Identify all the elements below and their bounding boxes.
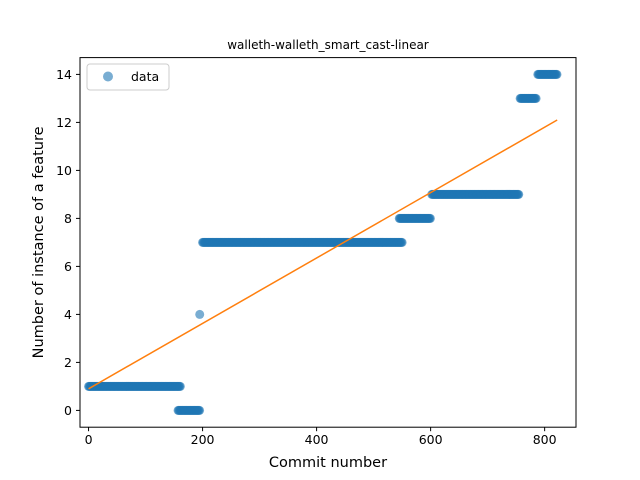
x-tick-label: 0 [85, 432, 93, 447]
chart-title: walleth-walleth_smart_cast-linear [227, 38, 429, 52]
data-point [531, 93, 541, 103]
data-point [552, 69, 562, 79]
plot-frame [79, 57, 577, 428]
legend-box [86, 63, 170, 91]
data-point [397, 237, 407, 247]
legend: data [86, 63, 170, 91]
data-point [175, 381, 185, 391]
y-tick-label: 10 [56, 163, 72, 178]
legend-marker-data [103, 71, 113, 82]
y-axis-title: Number of instance of a feature [31, 126, 47, 358]
data-point [425, 213, 435, 223]
x-axis-title: Commit number [269, 455, 387, 471]
x-tick-label: 400 [305, 432, 329, 447]
data-point [195, 309, 205, 319]
x-tick-label: 200 [191, 432, 215, 447]
y-tick-label: 2 [64, 355, 72, 370]
y-tick-label: 0 [64, 403, 72, 418]
y-tick-label: 8 [64, 211, 72, 226]
legend-label-data: data [131, 69, 159, 84]
data-point [514, 189, 524, 199]
x-tick-label: 800 [533, 432, 557, 447]
x-tick-label: 600 [419, 432, 443, 447]
y-tick-label: 14 [56, 67, 72, 82]
data-point [195, 405, 205, 415]
y-tick-label: 12 [56, 115, 72, 130]
fit-line [88, 119, 558, 390]
tick-layer: 0 200 400 600 800 0 2 4 6 8 10 12 14 [56, 67, 557, 447]
plot-data-layer [84, 69, 562, 415]
y-tick-label: 6 [64, 259, 72, 274]
y-tick-label: 4 [64, 307, 72, 322]
